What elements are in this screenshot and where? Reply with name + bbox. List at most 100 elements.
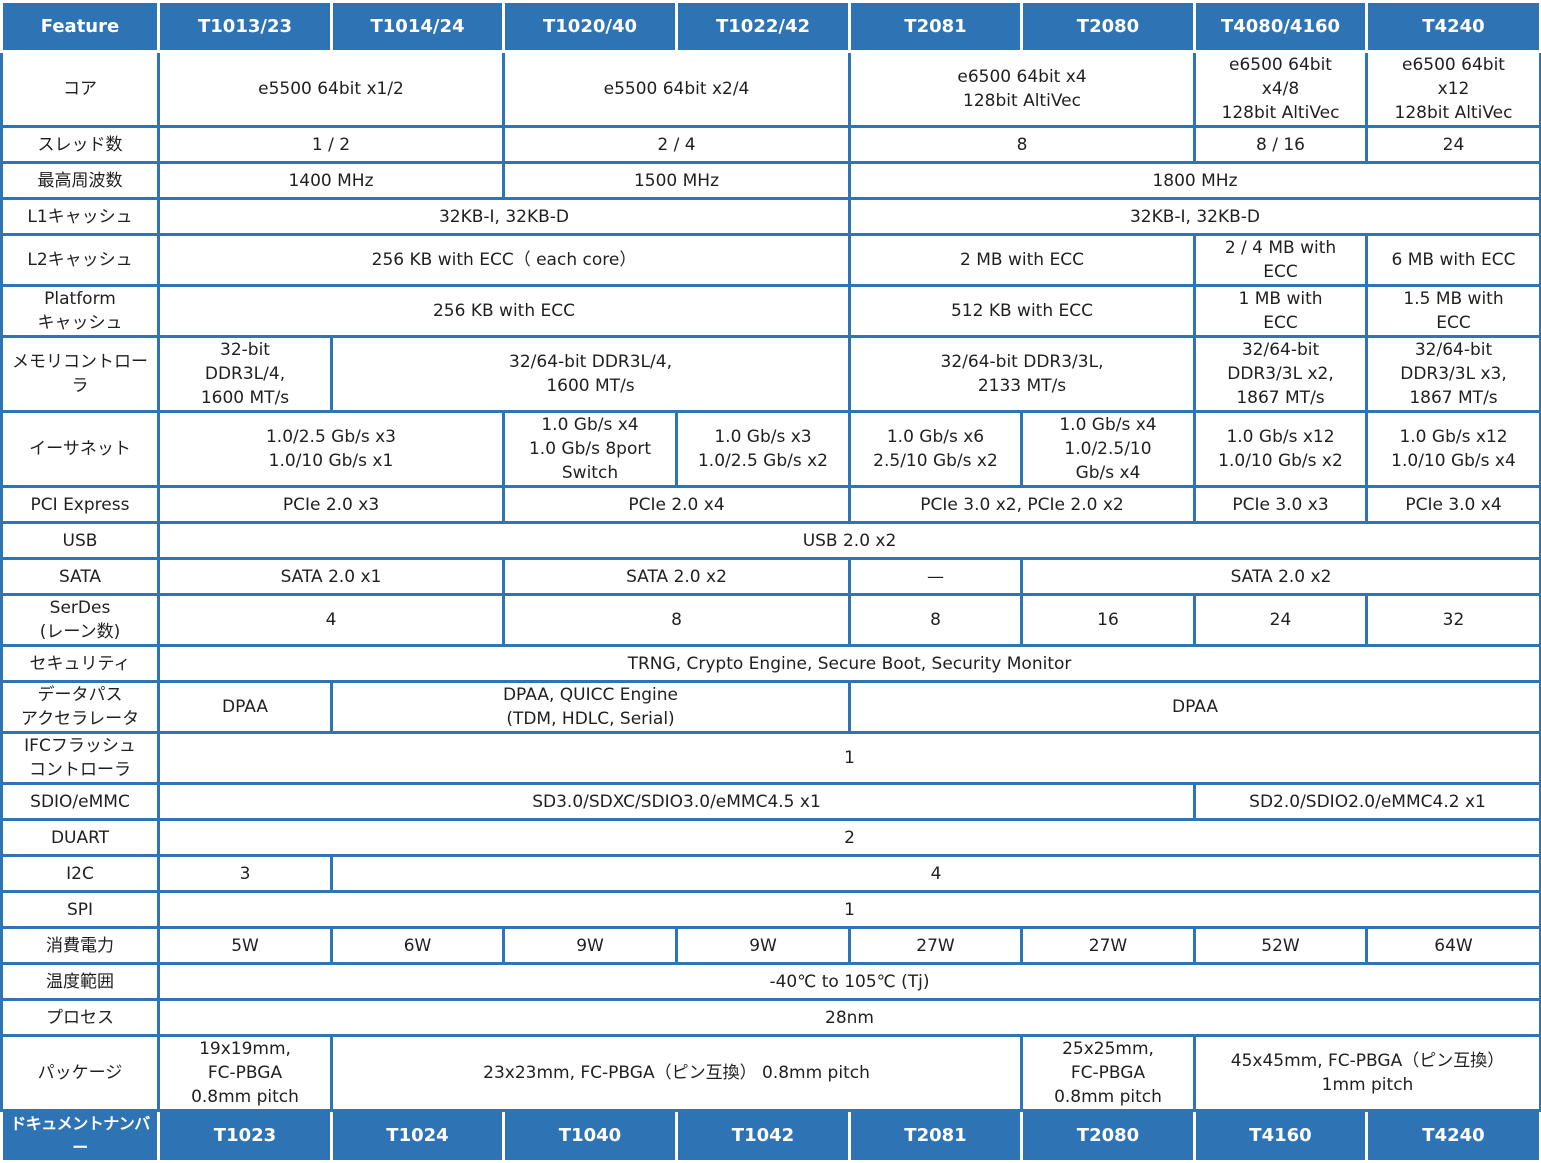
table-cell: SD3.0/SDXC/SDIO3.0/eMMC4.5 x1 <box>157 782 1196 821</box>
table-cell: 64W <box>1365 926 1541 965</box>
table-cell: USB 2.0 x2 <box>157 521 1541 560</box>
table-row: SerDes (レーン数) 4 8 8 16 24 32 <box>0 593 1541 647</box>
table-cell: 8 <box>848 593 1023 647</box>
table-cell: 32/64-bit DDR3/3L, 2133 MT/s <box>848 335 1196 413</box>
table-cell: 32-bit DDR3L/4, 1600 MT/s <box>157 335 333 413</box>
header-feature: Feature <box>0 0 160 53</box>
table-cell: 6 MB with ECC <box>1365 233 1541 287</box>
table-row: L2キャッシュ 256 KB with ECC（ each core） 2 MB w… <box>0 233 1541 287</box>
table-cell: SATA 2.0 x2 <box>502 557 851 596</box>
row-label: USB <box>0 521 160 560</box>
table-cell: e5500 64bit x1/2 <box>157 50 505 128</box>
row-label: プロセス <box>0 998 160 1037</box>
table-cell: e6500 64bit x12 128bit AltiVec <box>1365 50 1541 128</box>
header-row: Feature T1013/23 T1014/24 T1020/40 T1022/42 T… <box>0 0 1541 53</box>
row-label: 最高周波数 <box>0 161 160 200</box>
table-cell: e5500 64bit x2/4 <box>502 50 851 128</box>
table-cell: 4 <box>330 854 1541 893</box>
table-cell: 256 KB with ECC <box>157 284 851 338</box>
table-row: SATA SATA 2.0 x1 SATA 2.0 x2— SATA 2.0 x2 <box>0 557 1541 596</box>
table-cell: 16 <box>1020 593 1196 647</box>
table-cell: PCIe 3.0 x3 <box>1193 485 1368 524</box>
table-cell: 2 <box>157 818 1541 857</box>
row-label: SerDes (レーン数) <box>0 593 160 647</box>
table-row: I2C 3 4 <box>0 854 1541 893</box>
header-device: T1013/23 <box>157 0 333 53</box>
table-cell: 512 KB with ECC <box>848 284 1196 338</box>
row-label: セキュリティ <box>0 644 160 683</box>
row-label: メモリコントローラ <box>0 335 160 413</box>
row-label: イーサネット <box>0 410 160 488</box>
table-cell: 27W <box>1020 926 1196 965</box>
row-label: 消費電力 <box>0 926 160 965</box>
row-label: スレッド数 <box>0 125 160 164</box>
table-cell: 1 / 2 <box>157 125 505 164</box>
table-cell: 32KB-I, 32KB-D <box>157 197 851 236</box>
table-cell: — <box>848 557 1023 596</box>
table-cell: 8 <box>848 125 1196 164</box>
table-cell: 4 <box>157 593 505 647</box>
header-device: T4080/4160 <box>1193 0 1368 53</box>
table-cell: 8 <box>502 593 851 647</box>
document-number[interactable]: T4240 <box>1365 1109 1541 1163</box>
table-cell: 27W <box>848 926 1023 965</box>
table-cell: 1.0 Gb/s x3 1.0/2.5 Gb/s x2 <box>675 410 851 488</box>
table-cell: 1.5 MB with ECC <box>1365 284 1541 338</box>
table-cell: DPAA <box>848 680 1541 734</box>
row-label: 温度範囲 <box>0 962 160 1001</box>
row-label: SDIO/eMMC <box>0 782 160 821</box>
table-cell: PCIe 2.0 x3 <box>157 485 505 524</box>
table-cell: 1 <box>157 890 1541 929</box>
table-row: IFCフラッシュ コントローラ 1 <box>0 731 1541 785</box>
table-cell: 9W <box>675 926 851 965</box>
table-cell: 19x19mm, FC-PBGA 0.8mm pitch <box>157 1034 333 1112</box>
table-row: イーサネット 1.0/2.5 Gb/s x3 1.0/10 Gb/s x1 1.0 … <box>0 410 1541 488</box>
document-number[interactable]: T1042 <box>675 1109 851 1163</box>
document-number[interactable]: T1023 <box>157 1109 333 1163</box>
document-number[interactable]: T2081 <box>848 1109 1023 1163</box>
table-cell: 6W <box>330 926 505 965</box>
table-cell: 24 <box>1193 593 1368 647</box>
table-cell: 1.0 Gb/s x12 1.0/10 Gb/s x2 <box>1193 410 1368 488</box>
table-cell: 32 <box>1365 593 1541 647</box>
row-label: L1キャッシュ <box>0 197 160 236</box>
table-cell: SD2.0/SDIO2.0/eMMC4.2 x1 <box>1193 782 1541 821</box>
table-cell: -40℃ to 105℃ (Tj) <box>157 962 1541 1001</box>
table-cell: 2 / 4 <box>502 125 851 164</box>
table-cell: 32KB-I, 32KB-D <box>848 197 1541 236</box>
document-number[interactable]: T1040 <box>502 1109 678 1163</box>
table-cell: 1.0 Gb/s x6 2.5/10 Gb/s x2 <box>848 410 1023 488</box>
table-row: SDIO/eMMC SD3.0/SDXC/SDIO3.0/eMMC4.5 x1 SD… <box>0 782 1541 821</box>
row-label: PCI Express <box>0 485 160 524</box>
table-cell: 1400 MHz <box>157 161 505 200</box>
table-cell: 1 <box>157 731 1541 785</box>
table-row: セキュリティ TRNG, Crypto Engine, Secure Boot, … <box>0 644 1541 683</box>
table-row: L1キャッシュ 32KB-I, 32KB-D 32KB-I, 32KB-D <box>0 197 1541 236</box>
table-row: データパス アクセラレータ DPAA DPAA, QUICC Engine (TDM… <box>0 680 1541 734</box>
table-cell: 3 <box>157 854 333 893</box>
table-row: コア e5500 64bit x1/2 e5500 64bit x2/4 e6500 … <box>0 50 1541 128</box>
table-row: 消費電力 5W 6W 9W 9W 27W 27W 52W 64W <box>0 926 1541 965</box>
table-row: 最高周波数 1400 MHz 1500 MHz 1800 MHz <box>0 161 1541 200</box>
table-cell: 1500 MHz <box>502 161 851 200</box>
table-row: USB USB 2.0 x2 <box>0 521 1541 560</box>
table-cell: 2 MB with ECC <box>848 233 1196 287</box>
table-row: DUART 2 <box>0 818 1541 857</box>
table-cell: TRNG, Crypto Engine, Secure Boot, Securi… <box>157 644 1541 683</box>
table-cell: 1.0 Gb/s x4 1.0 Gb/s 8port Switch <box>502 410 678 488</box>
table-cell: PCIe 2.0 x4 <box>502 485 851 524</box>
document-number[interactable]: T2080 <box>1020 1109 1196 1163</box>
table-cell: 25x25mm, FC-PBGA 0.8mm pitch <box>1020 1034 1196 1112</box>
document-number[interactable]: T4160 <box>1193 1109 1368 1163</box>
table-cell: 32/64-bit DDR3/3L x3, 1867 MT/s <box>1365 335 1541 413</box>
document-number[interactable]: T1024 <box>330 1109 505 1163</box>
table-cell: PCIe 3.0 x2, PCIe 2.0 x2 <box>848 485 1196 524</box>
row-label: SATA <box>0 557 160 596</box>
row-label: I2C <box>0 854 160 893</box>
footer-row: ドキュメントナンバー T1023 T1024 T1040 T1042 T2081 T2080… <box>0 1109 1541 1163</box>
table-cell: 32/64-bit DDR3/3L x2, 1867 MT/s <box>1193 335 1368 413</box>
table-row: SPI 1 <box>0 890 1541 929</box>
